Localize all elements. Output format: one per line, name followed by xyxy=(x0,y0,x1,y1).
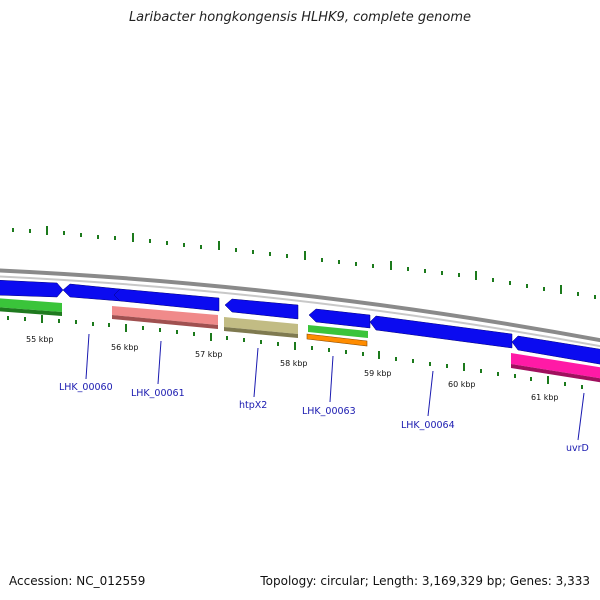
rrna-feature[interactable] xyxy=(112,306,218,325)
kbp-labels: 55 kbp 56 kbp 57 kbp 58 kbp 59 kbp 60 kb… xyxy=(26,335,559,402)
gene-label-lhk-00061[interactable]: LHK_00061 xyxy=(131,388,185,399)
gene-label-lhk-00060[interactable]: LHK_00060 xyxy=(59,382,113,393)
gene-arrow[interactable] xyxy=(369,315,513,349)
gene-arrow[interactable] xyxy=(62,283,121,302)
misc-feature-shadow xyxy=(224,327,298,338)
other-feature-shadow xyxy=(511,364,600,383)
backbone-outer xyxy=(0,268,600,343)
inner-tick-ring xyxy=(7,315,583,389)
kbp-label: 58 kbp xyxy=(280,359,308,368)
kbp-label: 59 kbp xyxy=(364,369,392,378)
gene-label-lhk-00064[interactable]: LHK_00064 xyxy=(401,420,455,431)
kbp-label: 55 kbp xyxy=(26,335,54,344)
gene-label-uvrd[interactable]: uvrD xyxy=(566,443,589,454)
kbp-label: 57 kbp xyxy=(195,350,223,359)
forward-strand xyxy=(0,279,600,365)
kbp-label: 61 kbp xyxy=(531,393,559,402)
outer-tick-ring xyxy=(12,226,596,299)
trna-feature-shadow xyxy=(0,307,62,316)
gene-arrow[interactable] xyxy=(0,279,64,298)
genome-summary-text: Topology: circular; Length: 3,169,329 bp… xyxy=(260,574,590,588)
feature-lane-2 xyxy=(0,298,600,383)
kbp-label: 60 kbp xyxy=(448,380,476,389)
trna-feature[interactable] xyxy=(308,325,368,338)
backbone-inner xyxy=(0,275,600,348)
trna-feature[interactable] xyxy=(0,298,62,312)
map-title: Laribacter hongkongensis HLHK9, complete… xyxy=(128,10,472,25)
repeat-feature[interactable] xyxy=(306,333,368,347)
rrna-feature-shadow xyxy=(112,315,218,329)
gene-label-lhk-00063[interactable]: LHK_00063 xyxy=(302,406,356,417)
accession-text: Accession: NC_012559 xyxy=(9,574,146,588)
gene-arrow[interactable] xyxy=(113,288,220,312)
misc-feature[interactable] xyxy=(224,317,298,334)
gene-arrow[interactable] xyxy=(308,308,371,329)
gene-label-htpx2[interactable]: htpX2 xyxy=(239,400,267,411)
gene-labels: LHK_00060 LHK_00061 htpX2 LHK_00063 LHK_… xyxy=(59,382,589,454)
gene-arrow[interactable] xyxy=(224,298,299,320)
gene-arrow[interactable] xyxy=(511,335,600,365)
label-leaders xyxy=(85,333,585,441)
other-feature[interactable] xyxy=(511,353,600,379)
kbp-label: 56 kbp xyxy=(111,343,139,352)
